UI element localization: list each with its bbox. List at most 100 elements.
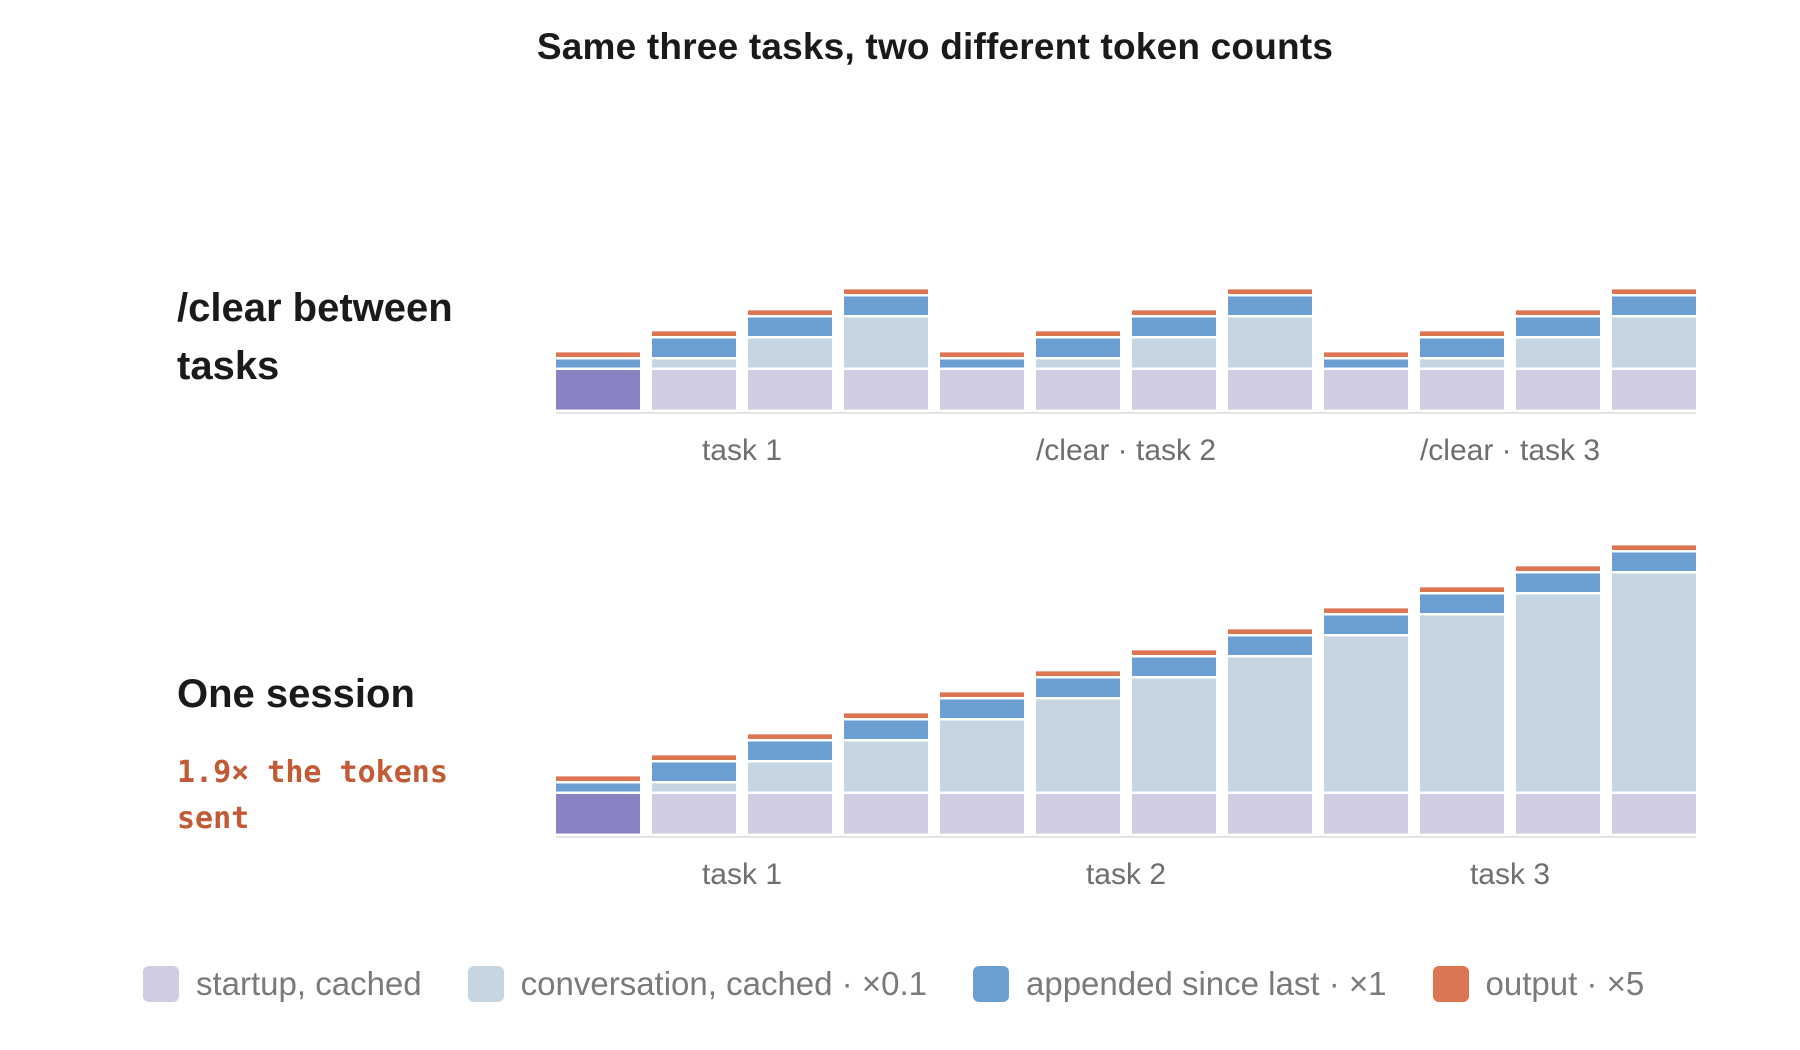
bar-3-conversation-segment — [748, 762, 832, 792]
bar-9-startup-segment — [1324, 794, 1408, 834]
x-tick-label: task 2 — [1086, 858, 1166, 891]
bar-11-appended-segment — [1516, 573, 1600, 592]
bar-6-conversation-segment — [1036, 699, 1120, 792]
bar-8-conversation-segment — [1228, 657, 1312, 792]
x-tick-label: /clear · task 3 — [1420, 434, 1600, 467]
bar-5-output-segment — [940, 692, 1024, 697]
bar-11-startup-segment — [1516, 370, 1600, 410]
bar-1-output-segment — [556, 352, 640, 357]
row-label-clear: /clear between tasks — [177, 286, 453, 388]
bar-7-startup-segment — [1132, 794, 1216, 834]
bar-8-appended-segment — [1228, 636, 1312, 655]
bar-1-appended-segment — [556, 783, 640, 792]
bar-8-conversation-segment — [1228, 317, 1312, 368]
bar-2-appended-segment — [652, 762, 736, 781]
bar-7-conversation-segment — [1132, 338, 1216, 368]
bar-2-startup-segment — [652, 794, 736, 834]
bar-10-output-segment — [1420, 331, 1504, 336]
bar-7-conversation-segment — [1132, 678, 1216, 792]
legend-swatch-conversation — [467, 966, 504, 1002]
bar-1-startup-segment — [556, 794, 640, 834]
bar-7-appended-segment — [1132, 657, 1216, 676]
bar-5-conversation-segment — [940, 720, 1024, 792]
bar-9-conversation-segment — [1324, 636, 1408, 792]
legend-swatch-startup — [143, 966, 179, 1002]
x-tick-label: task 1 — [702, 858, 782, 891]
bar-4-startup-segment — [844, 794, 928, 834]
row-label-one-session: One session — [177, 672, 415, 716]
legend-label-startup: startup, cached — [196, 965, 422, 1002]
bar-9-appended-segment — [1324, 615, 1408, 634]
bar-5-output-segment — [940, 352, 1024, 357]
legend-label-conversation: conversation, cached · ×0.1 — [520, 965, 927, 1002]
bar-9-appended-segment — [1324, 359, 1408, 368]
bar-12-startup-segment — [1612, 370, 1696, 410]
bar-11-appended-segment — [1516, 317, 1600, 336]
bar-12-startup-segment — [1612, 794, 1696, 834]
bar-12-conversation-segment — [1612, 573, 1696, 792]
bar-12-conversation-segment — [1612, 317, 1696, 368]
chart-title: Same three tasks, two different token co… — [536, 26, 1334, 67]
token-ratio-annotation: 1.9× the tokens sent — [177, 755, 448, 836]
bar-3-appended-segment — [748, 741, 832, 760]
bar-2-output-segment — [652, 755, 736, 760]
bar-1-appended-segment — [556, 359, 640, 368]
bar-6-output-segment — [1036, 671, 1120, 676]
bar-2-conversation-segment — [652, 359, 736, 368]
bar-10-appended-segment — [1420, 594, 1504, 613]
bar-10-startup-segment — [1420, 794, 1504, 834]
bar-7-appended-segment — [1132, 317, 1216, 336]
legend-swatch-output — [1432, 966, 1469, 1002]
legend-label-appended: appended since last · ×1 — [1025, 965, 1387, 1002]
bar-6-conversation-segment — [1036, 359, 1120, 368]
bar-6-startup-segment — [1036, 794, 1120, 834]
bar-7-startup-segment — [1132, 370, 1216, 410]
bar-6-startup-segment — [1036, 370, 1120, 410]
bar-5-appended-segment — [940, 359, 1024, 368]
x-tick-label: task 3 — [1470, 858, 1550, 891]
legend: startup, cached conversation, cached · ×… — [143, 965, 1644, 1003]
bar-4-startup-segment — [844, 370, 928, 410]
bar-3-appended-segment — [748, 317, 832, 336]
legend-item-conversation: conversation, cached · ×0.1 — [467, 965, 927, 1003]
bar-3-startup-segment — [748, 370, 832, 410]
bar-11-output-segment — [1516, 566, 1600, 571]
bar-9-output-segment — [1324, 608, 1408, 613]
legend-item-appended: appended since last · ×1 — [972, 965, 1387, 1003]
bar-4-conversation-segment — [844, 317, 928, 368]
bar-6-appended-segment — [1036, 678, 1120, 697]
bar-4-conversation-segment — [844, 741, 928, 792]
bar-12-appended-segment — [1612, 552, 1696, 571]
bar-2-appended-segment — [652, 338, 736, 357]
bar-9-output-segment — [1324, 352, 1408, 357]
legend-swatch-appended — [972, 966, 1009, 1002]
bar-10-output-segment — [1420, 587, 1504, 592]
chart-panel-one-session: task 1 task 2 task 3 — [556, 545, 1696, 891]
bar-10-conversation-segment — [1420, 359, 1504, 368]
bar-4-output-segment — [844, 289, 928, 294]
bar-11-startup-segment — [1516, 794, 1600, 834]
bar-12-output-segment — [1612, 545, 1696, 550]
bar-2-startup-segment — [652, 370, 736, 410]
bar-11-conversation-segment — [1516, 594, 1600, 792]
x-tick-label: /clear · task 2 — [1036, 434, 1216, 467]
bar-10-conversation-segment — [1420, 615, 1504, 792]
bar-4-appended-segment — [844, 720, 928, 739]
bar-5-appended-segment — [940, 699, 1024, 718]
bar-3-conversation-segment — [748, 338, 832, 368]
bar-8-startup-segment — [1228, 370, 1312, 410]
bar-10-startup-segment — [1420, 370, 1504, 410]
bar-8-output-segment — [1228, 289, 1312, 294]
bar-6-output-segment — [1036, 331, 1120, 336]
bar-4-appended-segment — [844, 296, 928, 315]
bar-5-startup-segment — [940, 794, 1024, 834]
bar-3-output-segment — [748, 734, 832, 739]
bar-11-output-segment — [1516, 310, 1600, 315]
bar-7-output-segment — [1132, 310, 1216, 315]
bar-1-startup-segment — [556, 370, 640, 410]
bar-5-startup-segment — [940, 370, 1024, 410]
bar-12-output-segment — [1612, 289, 1696, 294]
bar-10-appended-segment — [1420, 338, 1504, 357]
bar-2-output-segment — [652, 331, 736, 336]
x-tick-label: task 1 — [702, 434, 782, 467]
